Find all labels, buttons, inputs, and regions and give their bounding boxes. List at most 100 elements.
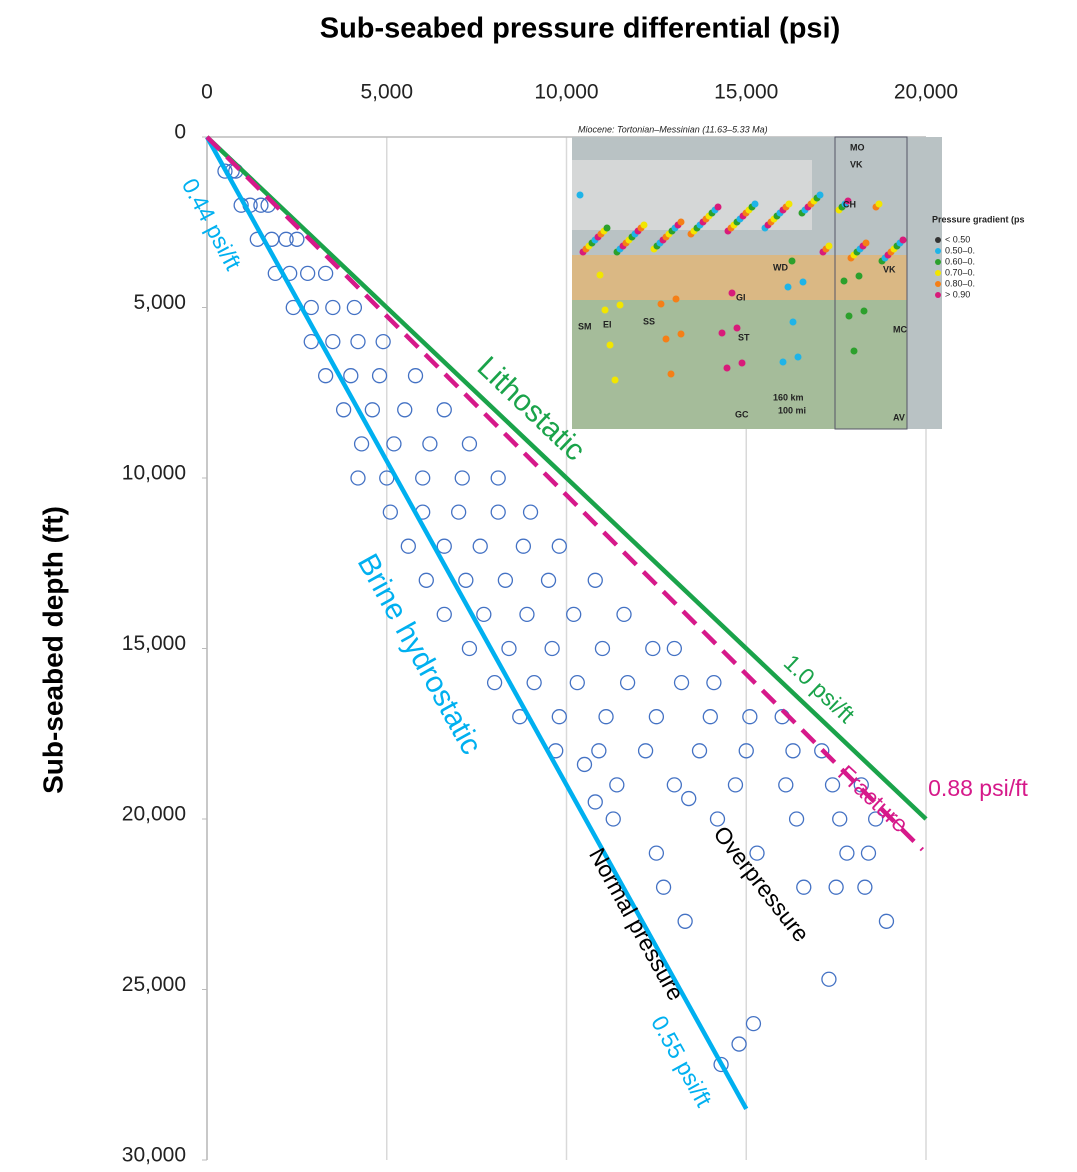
map-dot	[673, 296, 680, 303]
point	[703, 710, 717, 724]
map-dot	[841, 278, 848, 285]
map-dot	[789, 258, 796, 265]
point	[646, 642, 660, 656]
map-dot	[577, 192, 584, 199]
point	[437, 539, 451, 553]
map-dot	[724, 365, 731, 372]
map-label: MO	[850, 142, 865, 152]
map-legend-label: 0.80–0.	[945, 278, 975, 288]
point	[351, 471, 365, 485]
point	[477, 607, 491, 621]
point	[649, 710, 663, 724]
map-legend-dot	[935, 237, 941, 243]
point	[373, 369, 387, 383]
map-dot	[602, 307, 609, 314]
point	[416, 471, 430, 485]
point	[588, 573, 602, 587]
point	[577, 757, 591, 771]
point	[606, 812, 620, 826]
map-dot	[786, 201, 793, 208]
map-dot	[780, 359, 787, 366]
point	[326, 335, 340, 349]
point	[545, 642, 559, 656]
map-legend-dot	[935, 270, 941, 276]
point	[459, 573, 473, 587]
map-dot	[856, 273, 863, 280]
map-label: VK	[850, 159, 863, 169]
point	[649, 846, 663, 860]
point	[743, 710, 757, 724]
map-label: MC	[893, 324, 907, 334]
point	[728, 778, 742, 792]
point	[355, 437, 369, 451]
point	[455, 471, 469, 485]
point	[790, 812, 804, 826]
map-legend-dot	[935, 259, 941, 265]
point	[829, 880, 843, 894]
map-dot	[861, 308, 868, 315]
map-label: GI	[736, 292, 746, 302]
point	[376, 335, 390, 349]
point	[675, 676, 689, 690]
point	[693, 744, 707, 758]
point	[617, 607, 631, 621]
map-dot	[863, 240, 870, 247]
map-label: GC	[735, 409, 749, 419]
point	[879, 914, 893, 928]
point	[552, 539, 566, 553]
map-dot	[876, 201, 883, 208]
map-dot	[851, 348, 858, 355]
point	[746, 1017, 760, 1031]
map-label: EI	[603, 319, 612, 329]
point	[797, 880, 811, 894]
point	[595, 642, 609, 656]
point	[423, 437, 437, 451]
point	[491, 471, 505, 485]
x-tick-label: 20,000	[894, 81, 958, 104]
map-dot	[668, 371, 675, 378]
point	[473, 539, 487, 553]
map-dot	[612, 377, 619, 384]
annotation: Normal pressure	[584, 843, 689, 1004]
point	[337, 403, 351, 417]
map-dot	[719, 330, 726, 337]
point	[498, 573, 512, 587]
map-legend-dot	[935, 292, 941, 298]
point	[567, 607, 581, 621]
map-label: WD	[773, 262, 788, 272]
point	[621, 676, 635, 690]
point	[542, 573, 556, 587]
map-label: 160 km	[773, 392, 804, 402]
point	[610, 778, 624, 792]
annotation: 0.88 psi/ft	[928, 775, 1028, 801]
annotation: Overpressure	[708, 821, 814, 947]
point	[462, 437, 476, 451]
map-label: CH	[843, 199, 856, 209]
map-dot	[900, 237, 907, 244]
map-label: AV	[893, 412, 905, 422]
point	[319, 369, 333, 383]
point	[639, 744, 653, 758]
y-tick-label: 5,000	[133, 291, 186, 314]
map-legend-label: 0.50–0.	[945, 245, 975, 255]
x-tick-label: 15,000	[714, 81, 778, 104]
point	[588, 795, 602, 809]
map-dot	[604, 225, 611, 232]
map-dot	[663, 336, 670, 343]
point	[667, 778, 681, 792]
point	[301, 266, 315, 280]
point	[419, 573, 433, 587]
point	[398, 403, 412, 417]
chart-title: Sub-seabed pressure differential (psi)	[320, 13, 841, 45]
point	[732, 1037, 746, 1051]
point	[592, 744, 606, 758]
point	[326, 301, 340, 315]
map-label: SM	[578, 321, 592, 331]
map-legend-title: Pressure gradient (ps	[932, 214, 1025, 224]
point	[351, 335, 365, 349]
point	[657, 880, 671, 894]
annotation: 0.55 psi/ft	[646, 1011, 717, 1111]
point	[707, 676, 721, 690]
y-tick-label: 20,000	[122, 803, 186, 826]
map-label: SS	[643, 316, 655, 326]
